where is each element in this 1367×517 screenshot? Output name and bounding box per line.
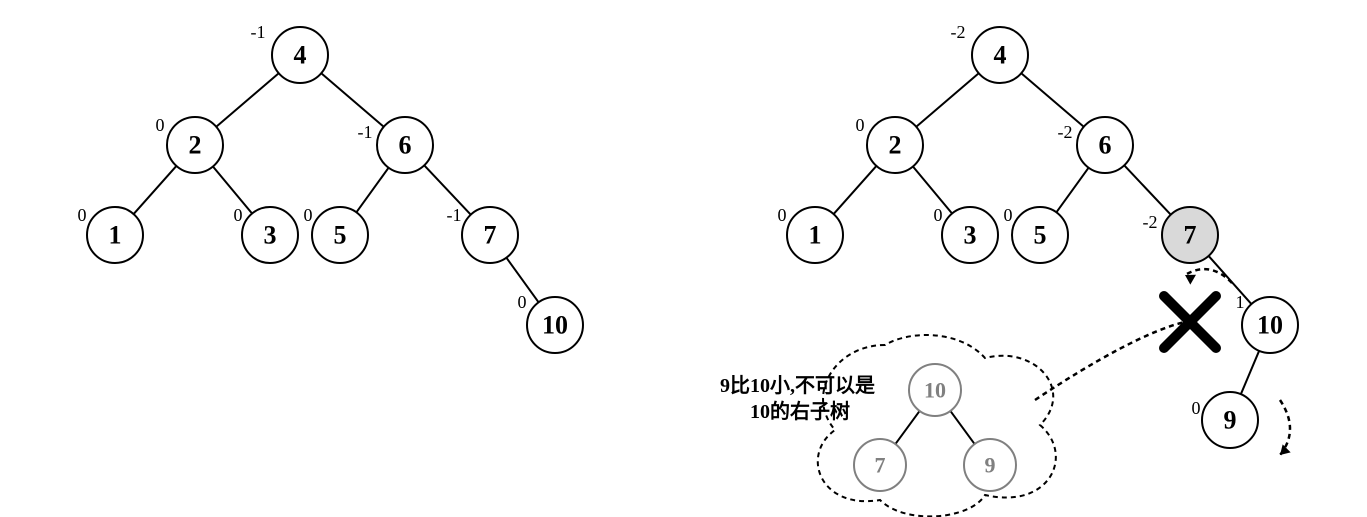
tree-edge — [950, 411, 974, 444]
node-label: 7 — [875, 453, 886, 478]
node-label: 9 — [985, 453, 996, 478]
tree-edge — [1021, 73, 1083, 127]
node-label: 10 — [542, 311, 568, 340]
tree-edge — [134, 166, 177, 214]
tree-diagram: 4-1206-11030507-11004-2206-21030507-2101… — [0, 0, 1367, 517]
balance-factor: 0 — [856, 115, 865, 135]
balance-factor: 0 — [234, 205, 243, 225]
node-label: 10 — [924, 378, 946, 403]
node-label: 5 — [334, 221, 347, 250]
balance-factor: -1 — [447, 205, 462, 225]
node-label: 3 — [264, 221, 277, 250]
balance-factor: -2 — [951, 22, 966, 42]
tree-edge — [321, 73, 383, 127]
node-label: 9 — [1224, 406, 1237, 435]
balance-factor: -2 — [1143, 212, 1158, 232]
node-label: 4 — [994, 41, 1007, 70]
node-label: 7 — [1184, 221, 1197, 250]
node-label: 2 — [889, 131, 902, 160]
balance-factor: -1 — [358, 122, 373, 142]
balance-factor: 0 — [1192, 398, 1201, 418]
tree-edge — [356, 168, 388, 213]
bubble-pointer — [1035, 322, 1185, 400]
tree-edge — [916, 73, 978, 127]
tree-edge — [834, 166, 877, 214]
balance-factor: 0 — [1004, 205, 1013, 225]
node-label: 6 — [1099, 131, 1112, 160]
candidate-bubble — [818, 335, 1056, 516]
tree-edge — [213, 167, 252, 214]
node-label: 7 — [484, 221, 497, 250]
tree-edge — [1241, 351, 1259, 394]
node-label: 3 — [964, 221, 977, 250]
balance-factor: 0 — [78, 205, 87, 225]
balance-factor: -1 — [251, 22, 266, 42]
annotation-line-2: 10的右子树 — [750, 399, 850, 423]
balance-factor: 0 — [518, 292, 527, 312]
node-label: 10 — [1257, 311, 1283, 340]
node-label: 2 — [189, 131, 202, 160]
node-label: 4 — [294, 41, 307, 70]
tree-edge — [216, 73, 278, 127]
balance-factor: -2 — [1058, 122, 1073, 142]
balance-factor: 1 — [1236, 292, 1245, 312]
node-label: 5 — [1034, 221, 1047, 250]
node-label: 6 — [399, 131, 412, 160]
node-label: 1 — [809, 221, 822, 250]
tree-edge — [1056, 168, 1088, 213]
balance-factor: 0 — [934, 205, 943, 225]
balance-factor: 0 — [156, 115, 165, 135]
balance-factor: 0 — [304, 205, 313, 225]
arrow-head — [1185, 275, 1196, 285]
tree-edge — [895, 411, 919, 444]
tree-edge — [913, 167, 952, 214]
node-label: 1 — [109, 221, 122, 250]
balance-factor: 0 — [778, 205, 787, 225]
annotation-line-1: 9比10小,不可以是 — [720, 374, 875, 397]
tree-edge — [1124, 165, 1171, 214]
